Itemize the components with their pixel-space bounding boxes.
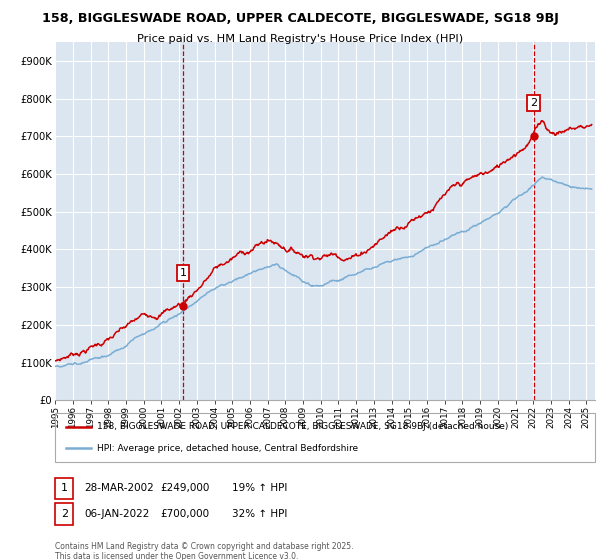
- Text: 1: 1: [180, 268, 187, 278]
- Text: HPI: Average price, detached house, Central Bedfordshire: HPI: Average price, detached house, Cent…: [97, 444, 358, 452]
- Text: 158, BIGGLESWADE ROAD, UPPER CALDECOTE, BIGGLESWADE, SG18 9BJ (detached house): 158, BIGGLESWADE ROAD, UPPER CALDECOTE, …: [97, 422, 509, 431]
- Text: Contains HM Land Registry data © Crown copyright and database right 2025.
This d: Contains HM Land Registry data © Crown c…: [55, 542, 354, 560]
- Text: 1: 1: [61, 483, 68, 493]
- Text: £700,000: £700,000: [160, 509, 209, 519]
- Text: 2: 2: [61, 509, 68, 519]
- Text: 06-JAN-2022: 06-JAN-2022: [84, 509, 149, 519]
- Text: 2: 2: [530, 98, 537, 108]
- Text: 19% ↑ HPI: 19% ↑ HPI: [232, 483, 287, 493]
- Text: Price paid vs. HM Land Registry's House Price Index (HPI): Price paid vs. HM Land Registry's House …: [137, 34, 463, 44]
- Text: £249,000: £249,000: [160, 483, 209, 493]
- Text: 158, BIGGLESWADE ROAD, UPPER CALDECOTE, BIGGLESWADE, SG18 9BJ: 158, BIGGLESWADE ROAD, UPPER CALDECOTE, …: [41, 12, 559, 25]
- Text: 28-MAR-2002: 28-MAR-2002: [84, 483, 154, 493]
- Text: 32% ↑ HPI: 32% ↑ HPI: [232, 509, 287, 519]
